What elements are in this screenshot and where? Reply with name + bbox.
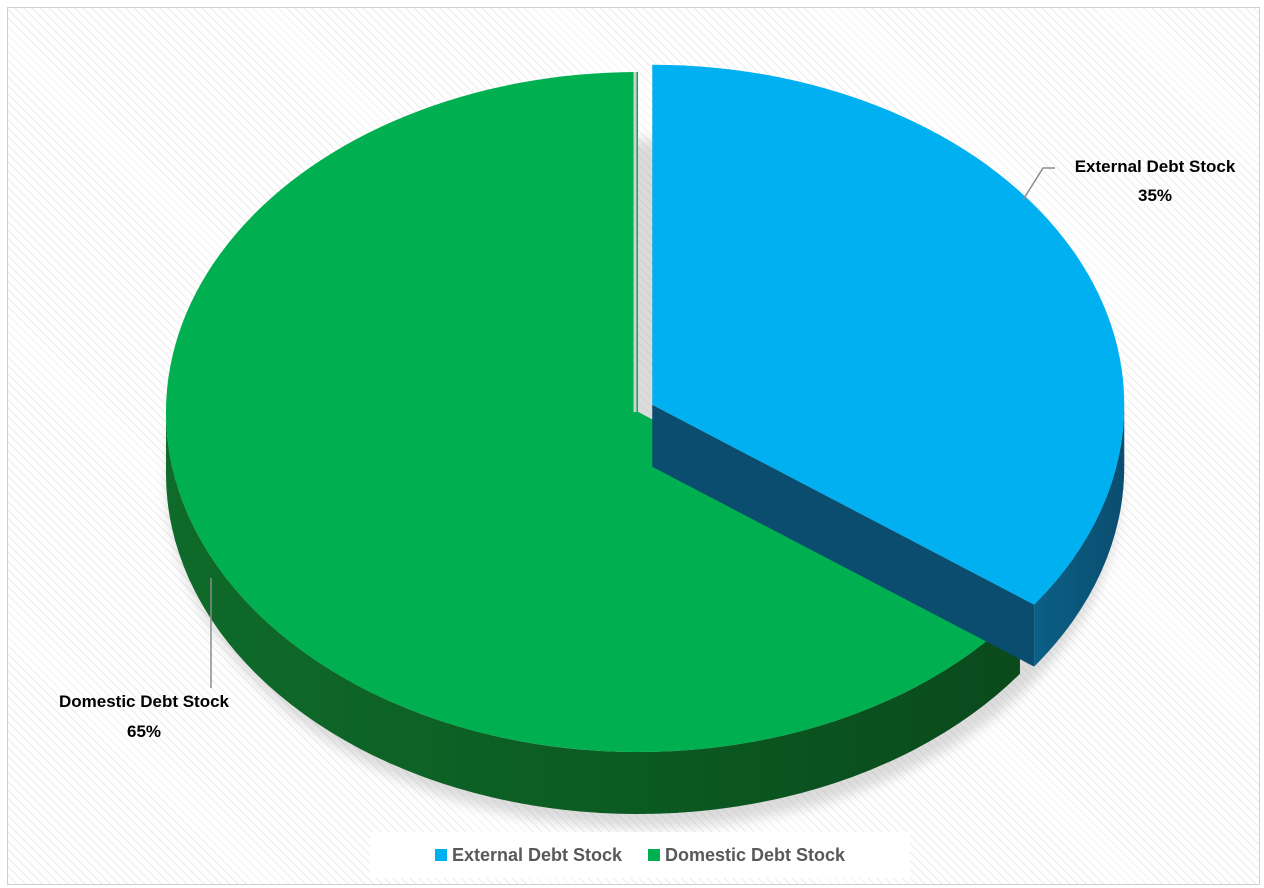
- legend-label-external: External Debt Stock: [451, 844, 622, 865]
- slice-wall-external-1: [652, 404, 1035, 667]
- chart-legend: External Debt Stock Domestic Debt Stock: [370, 832, 910, 878]
- slice-domestic: [165, 72, 1020, 752]
- slice-side-domestic: [166, 412, 1020, 815]
- slice-external: [652, 64, 1125, 605]
- data-label-domestic-value: 65%: [127, 722, 161, 741]
- legend-swatch-domestic: [648, 849, 660, 861]
- data-label-external-value: 35%: [1138, 186, 1172, 205]
- slice-side-external: [1034, 404, 1125, 667]
- legend-swatch-external: [434, 849, 447, 861]
- data-label-domestic-name: Domestic Debt Stock: [59, 692, 230, 711]
- legend-label-domestic: Domestic Debt Stock: [665, 844, 846, 865]
- leader-line-external: [1022, 167, 1055, 201]
- legend-item-external: External Debt Stock: [434, 844, 622, 866]
- legend-item-domestic: Domestic Debt Stock: [648, 845, 845, 866]
- data-label-external-name: External Debt Stock: [1075, 157, 1236, 176]
